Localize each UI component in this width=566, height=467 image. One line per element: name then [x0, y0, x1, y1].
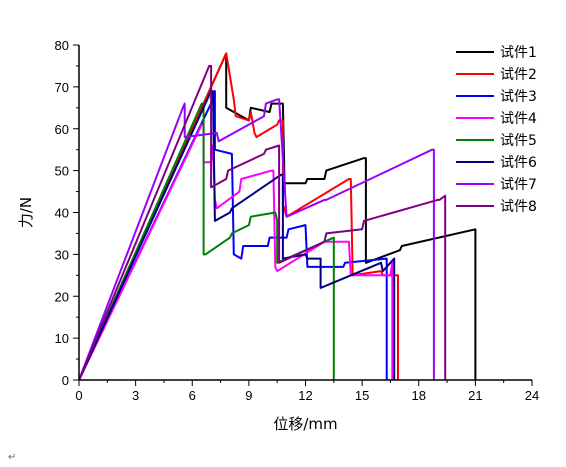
- series-line-6: [78, 90, 396, 381]
- x-tick-label: 24: [525, 388, 539, 403]
- legend-label: 试件8: [500, 199, 537, 215]
- legend-label: 试件7: [500, 177, 537, 193]
- x-tick-label: 18: [412, 388, 426, 403]
- legend-label: 试件5: [500, 133, 537, 149]
- plot-series-group: [78, 52, 477, 381]
- series-line-4: [78, 123, 394, 381]
- series-line-2: [78, 52, 399, 381]
- x-tick-label: 0: [75, 388, 82, 403]
- series-line-7: [78, 98, 435, 381]
- return-mark: ↵: [8, 452, 17, 463]
- series-line-1: [78, 52, 477, 381]
- legend-label: 试件3: [500, 89, 537, 105]
- legend-label: 试件4: [500, 111, 537, 127]
- x-tick-label: 6: [189, 388, 196, 403]
- y-tick-label: 60: [55, 122, 69, 137]
- y-tick-label: 50: [55, 164, 69, 179]
- y-tick-label: 0: [62, 373, 69, 388]
- series-line-8: [78, 64, 447, 381]
- axes-group: 0 3 6 9 12 15 18 21 24 0 10 20 30 40 50 60 70 80: [55, 38, 540, 403]
- y-axis-title: 力/N: [17, 197, 35, 228]
- legend-label: 试件6: [500, 155, 537, 171]
- x-tick-label: 21: [468, 388, 482, 403]
- x-tick-label: 9: [245, 388, 252, 403]
- y-tick-label: 20: [55, 289, 69, 304]
- x-axis-title: 位移/mm: [273, 415, 337, 433]
- series-line-5: [78, 102, 335, 381]
- legend: 试件1 试件2 试件3 试件4 试件5 试件6 试件7 试件8: [456, 45, 537, 215]
- series-line-3: [78, 90, 388, 381]
- y-tick-label: 30: [55, 247, 69, 262]
- x-tick-label: 3: [132, 388, 139, 403]
- x-tick-label: 12: [298, 388, 312, 403]
- x-tick-label: 15: [355, 388, 369, 403]
- y-tick-label: 70: [55, 80, 69, 95]
- y-tick-label: 80: [55, 38, 69, 53]
- legend-label: 试件2: [500, 67, 537, 83]
- y-tick-label: 10: [55, 331, 69, 346]
- y-tick-label: 40: [55, 206, 69, 221]
- legend-label: 试件1: [500, 45, 537, 61]
